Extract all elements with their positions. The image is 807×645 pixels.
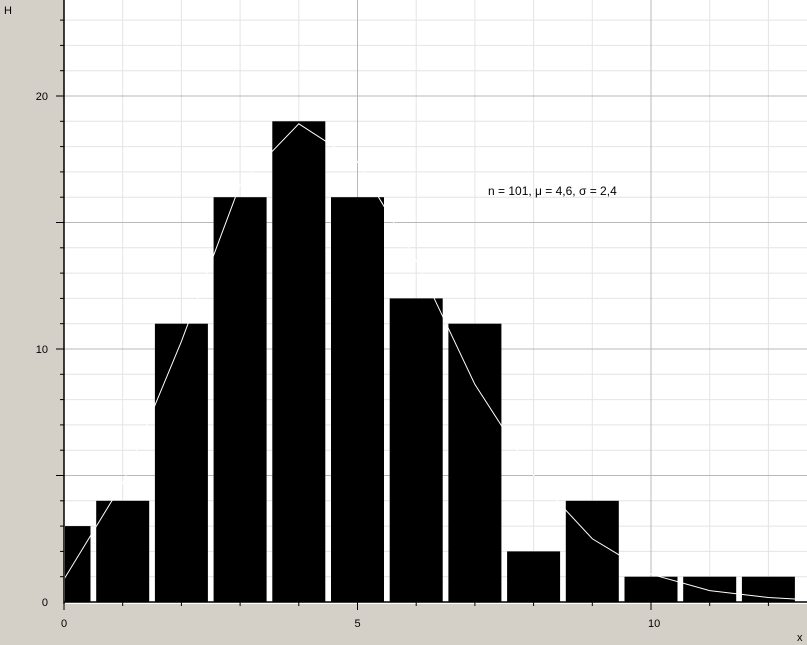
y-axis-label: H	[4, 5, 12, 17]
histogram-bar	[448, 323, 502, 602]
x-tick-label: 5	[355, 618, 361, 630]
histogram-bar	[213, 197, 267, 602]
histogram-bar	[624, 576, 678, 602]
histogram-bar	[65, 526, 91, 602]
normal-distribution-curve	[63, 123, 804, 600]
y-tick-label: 10	[36, 344, 48, 356]
axis-ticks	[56, 19, 769, 610]
histogram-bar	[565, 500, 619, 602]
x-axis-label: x	[797, 632, 803, 644]
histogram-bar	[272, 121, 326, 603]
histogram-bar	[507, 551, 561, 602]
histogram-bars	[65, 121, 795, 603]
histogram-bar	[331, 197, 384, 602]
histogram-bar	[389, 298, 443, 602]
statistics-annotation: n = 101, μ = 4,6, σ = 2,4	[488, 184, 617, 198]
bottom-margin-panel	[0, 604, 807, 645]
axis-tick-labels: 0 5 10 0 10 20	[36, 91, 661, 630]
x-tick-label: 0	[61, 618, 67, 630]
left-margin-panel	[0, 0, 64, 645]
histogram-bar	[683, 576, 737, 602]
histogram-bar	[96, 500, 150, 602]
histogram-bar	[154, 323, 208, 602]
x-tick-label: 10	[648, 618, 660, 630]
y-tick-label: 20	[36, 91, 48, 103]
y-tick-label: 0	[42, 597, 48, 609]
